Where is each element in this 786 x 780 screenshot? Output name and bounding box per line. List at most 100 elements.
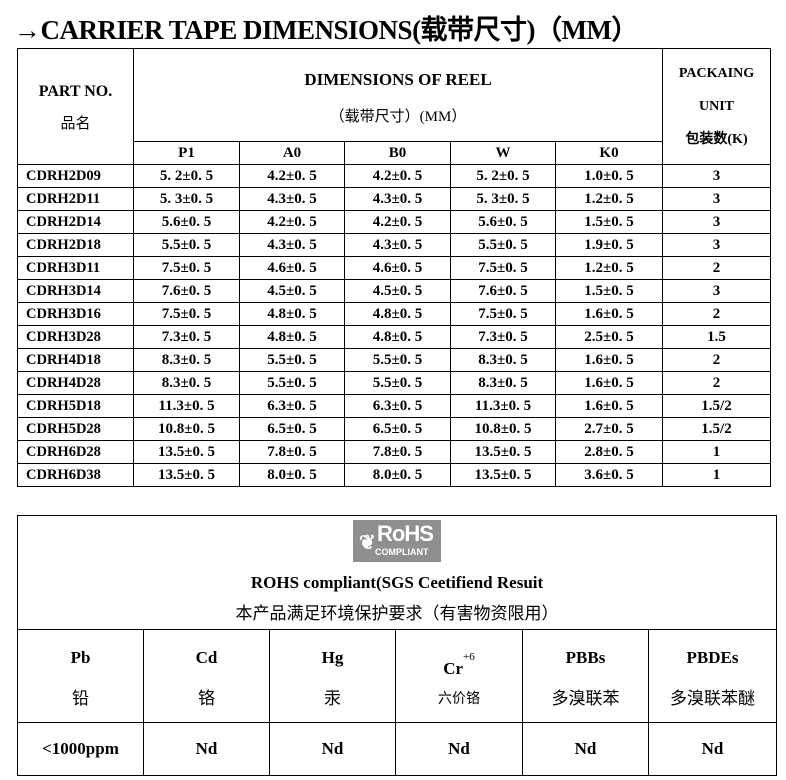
part-number: CDRH3D16	[17, 302, 134, 326]
table-row: CDRH4D28 8.3±0. 5 5.5±0. 5 5.5±0. 5 8.3±0. 5…	[17, 371, 771, 395]
dimension-value: 4.6±0. 5	[344, 256, 451, 280]
substance-value: Nd	[395, 722, 523, 776]
dimension-value: 6.3±0. 5	[239, 394, 345, 418]
dimension-value: 7.5±0. 5	[450, 302, 556, 326]
dimension-value: 4.2±0. 5	[344, 210, 451, 234]
dimension-value: 8.3±0. 5	[133, 371, 240, 395]
part-no-cn: 品名	[60, 115, 91, 132]
substance-pbdes: PBDEs 多溴联苯醚	[648, 629, 777, 723]
dimension-value: 1.0±0. 5	[555, 164, 663, 188]
dimension-value: 7.8±0. 5	[239, 440, 345, 464]
substance-cr: Cr+6 六价铬	[395, 629, 523, 723]
dimensions-label: DIMENSIONS OF REEL	[304, 70, 492, 89]
superscript: +6	[463, 651, 475, 663]
dimension-value: 7.5±0. 5	[450, 256, 556, 280]
rohs-table: ❦ RoHS COMPLIANT ROHS compliant(SGS Ceeti…	[17, 515, 777, 776]
substance-cd: Cd 铬	[143, 629, 270, 723]
substance-symbol: PBDEs	[649, 635, 776, 681]
dimension-value: 4.2±0. 5	[344, 164, 451, 188]
symbol-text: PBBs	[565, 648, 606, 667]
dimension-value: 7.6±0. 5	[133, 279, 240, 303]
table-row: CDRH2D09 5. 2±0. 5 4.2±0. 5 4.2±0. 5 5. 2±0.…	[17, 164, 771, 188]
packaging-unit: 2	[662, 371, 771, 395]
substance-value: <1000ppm	[17, 722, 144, 776]
dimension-value: 1.2±0. 5	[555, 187, 663, 211]
part-number: CDRH2D14	[17, 210, 134, 234]
dimension-value: 10.8±0. 5	[133, 417, 240, 441]
dimension-value: 8.3±0. 5	[133, 348, 240, 372]
substance-value: Nd	[269, 722, 396, 776]
dimension-value: 8.3±0. 5	[450, 348, 556, 372]
packaging-unit: 3	[662, 279, 771, 303]
dimension-value: 4.8±0. 5	[344, 302, 451, 326]
rohs-logo: ❦ RoHS COMPLIANT	[353, 520, 441, 562]
dimension-value: 13.5±0. 5	[133, 440, 240, 464]
table-row: CDRH2D18 5.5±0. 5 4.3±0. 5 4.3±0. 5 5.5±0. 5…	[17, 233, 771, 257]
dimension-value: 6.5±0. 5	[239, 417, 345, 441]
dimension-value: 4.8±0. 5	[344, 325, 451, 349]
dimension-value: 4.2±0. 5	[239, 164, 345, 188]
dimension-value: 2.5±0. 5	[555, 325, 663, 349]
table-row: CDRH5D28 10.8±0. 5 6.5±0. 5 6.5±0. 5 10.8±0.…	[17, 417, 771, 441]
dimension-value: 7.3±0. 5	[133, 325, 240, 349]
symbol-text: Pb	[70, 648, 91, 667]
dimension-value: 5. 3±0. 5	[450, 187, 556, 211]
leaf-icon: ❦	[359, 532, 376, 554]
table-row: CDRH3D14 7.6±0. 5 4.5±0. 5 4.5±0. 5 7.6±0. 5…	[17, 279, 771, 303]
substance-cn: 多溴联苯醚	[670, 689, 755, 708]
substance-pb: Pb 铅	[17, 629, 144, 723]
dimension-value: 1.6±0. 5	[555, 371, 663, 395]
rohs-header: ❦ RoHS COMPLIANT ROHS compliant(SGS Ceeti…	[17, 515, 777, 630]
column-header-a0: A0	[239, 141, 345, 165]
table-row: CDRH2D14 5.6±0. 5 4.2±0. 5 4.2±0. 5 5.6±0. 5…	[17, 210, 771, 234]
dimension-value: 7.3±0. 5	[450, 325, 556, 349]
dimension-value: 5. 3±0. 5	[133, 187, 240, 211]
packaging-unit: 2	[662, 256, 771, 280]
dimension-value: 4.5±0. 5	[239, 279, 345, 303]
packaging-unit: 1.5/2	[662, 417, 771, 441]
dimension-value: 7.5±0. 5	[133, 256, 240, 280]
packaging-label-2: UNIT	[698, 99, 734, 114]
part-number: CDRH4D28	[17, 371, 134, 395]
dimension-value: 11.3±0. 5	[133, 394, 240, 418]
dimension-value: 2.7±0. 5	[555, 417, 663, 441]
packaging-unit: 1	[662, 440, 771, 464]
part-number: CDRH6D28	[17, 440, 134, 464]
dimension-value: 6.5±0. 5	[344, 417, 451, 441]
dimension-value: 4.3±0. 5	[344, 233, 451, 257]
column-header-w: W	[450, 141, 556, 165]
table-row: CDRH6D28 13.5±0. 5 7.8±0. 5 7.8±0. 5 13.5±0.…	[17, 440, 771, 464]
symbol-text: Cd	[195, 648, 218, 667]
part-number: CDRH5D28	[17, 417, 134, 441]
part-number: CDRH6D38	[17, 463, 134, 487]
table-row: CDRH6D38 13.5±0. 5 8.0±0. 5 8.0±0. 5 13.5±0.…	[17, 463, 771, 487]
packaging-unit: 3	[662, 233, 771, 257]
part-number: CDRH2D11	[17, 187, 134, 211]
packaging-unit: 2	[662, 348, 771, 372]
symbol-text: Hg	[321, 648, 344, 667]
dimensions-cn: （载带尺寸）(MM）	[329, 109, 467, 125]
substance-value: Nd	[648, 722, 777, 776]
part-no-header: PART NO. 品名	[17, 48, 134, 165]
dimension-value: 5.5±0. 5	[133, 233, 240, 257]
part-number: CDRH4D18	[17, 348, 134, 372]
part-number: CDRH3D28	[17, 325, 134, 349]
substance-cn: 多溴联苯	[551, 689, 620, 708]
symbol-text: Cr	[443, 659, 464, 678]
table-row: CDRH5D18 11.3±0. 5 6.3±0. 5 6.3±0. 5 11.3±0.…	[17, 394, 771, 418]
table-row: CDRH3D28 7.3±0. 5 4.8±0. 5 4.8±0. 5 7.3±0. 5…	[17, 325, 771, 349]
dimension-value: 4.3±0. 5	[344, 187, 451, 211]
rohs-heading: ROHS compliant(SGS Ceetifiend Resuit	[250, 573, 544, 592]
symbol-text: PBDEs	[686, 648, 739, 667]
substance-symbol: Cr+6	[396, 634, 522, 692]
packaging-unit: 3	[662, 164, 771, 188]
substance-pbbs: PBBs 多溴联苯	[522, 629, 649, 723]
dimension-value: 4.8±0. 5	[239, 325, 345, 349]
part-number: CDRH3D11	[17, 256, 134, 280]
dimension-value: 13.5±0. 5	[450, 440, 556, 464]
dimension-value: 4.5±0. 5	[344, 279, 451, 303]
dimension-value: 1.6±0. 5	[555, 348, 663, 372]
table-row: CDRH3D16 7.5±0. 5 4.8±0. 5 4.8±0. 5 7.5±0. 5…	[17, 302, 771, 326]
dimension-value: 11.3±0. 5	[450, 394, 556, 418]
dimension-value: 10.8±0. 5	[450, 417, 556, 441]
